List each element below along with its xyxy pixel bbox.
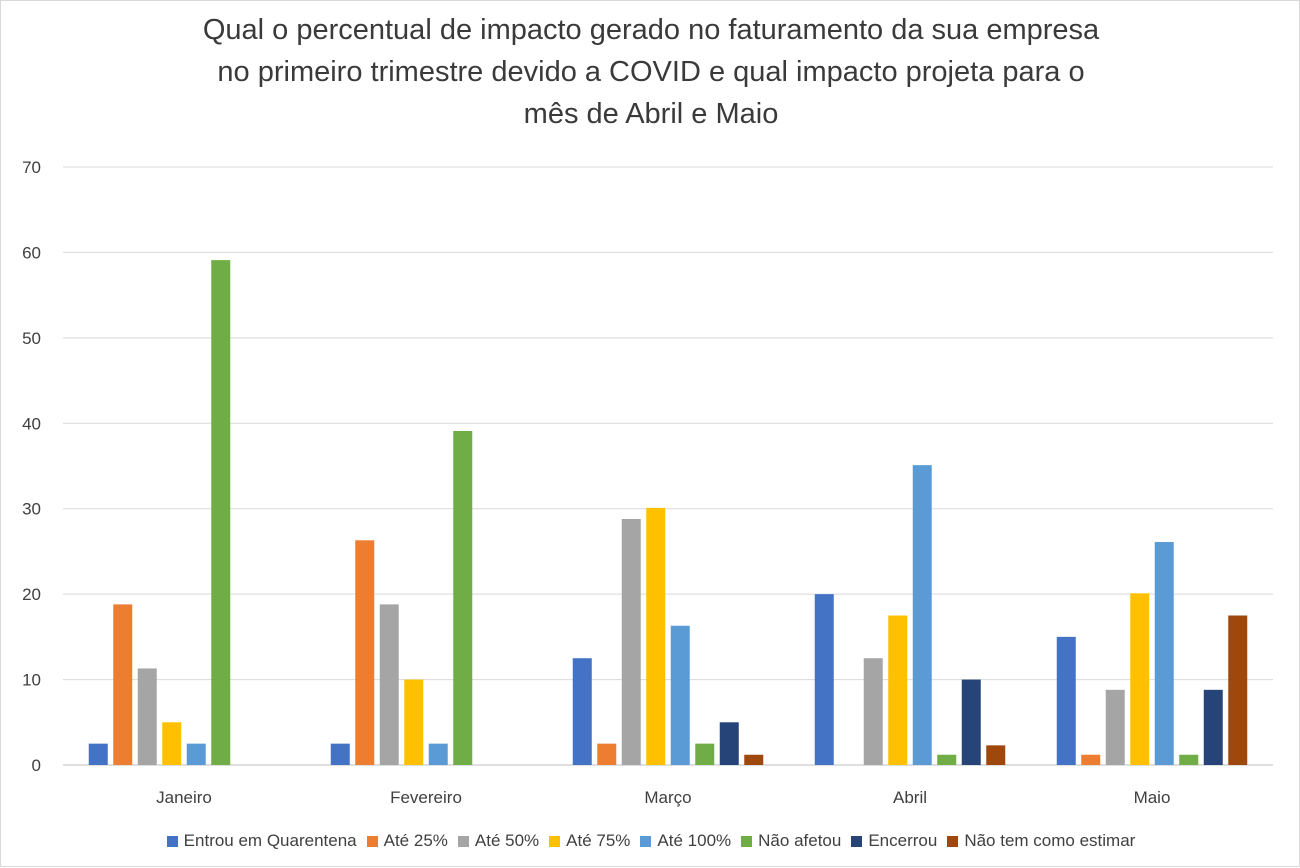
bar-0-0 xyxy=(88,743,108,765)
bar-0-4 xyxy=(186,743,206,765)
legend-item: Até 100% xyxy=(640,831,731,851)
y-tick-label: 70 xyxy=(22,158,41,177)
bar-4-0 xyxy=(1056,636,1076,765)
bar-1-0 xyxy=(330,743,350,765)
y-tick-label: 20 xyxy=(22,585,41,604)
bar-3-3 xyxy=(888,615,908,765)
bar-4-2 xyxy=(1105,689,1125,765)
bar-2-4 xyxy=(670,625,690,765)
bar-2-0 xyxy=(572,658,592,765)
x-tick-label: Fevereiro xyxy=(390,788,462,807)
bar-1-4 xyxy=(428,743,448,765)
bar-4-7 xyxy=(1228,615,1248,765)
legend-label: Até 25% xyxy=(383,831,448,850)
bar-4-3 xyxy=(1130,593,1150,765)
legend-label: Até 75% xyxy=(566,831,631,850)
x-tick-label: Março xyxy=(644,788,691,807)
y-tick-label: 10 xyxy=(22,671,41,690)
chart-title: Qual o percentual de impacto gerado no f… xyxy=(101,9,1201,135)
legend-item: Não afetou xyxy=(741,831,841,851)
bar-2-3 xyxy=(646,507,666,765)
bar-1-5 xyxy=(453,430,473,765)
chart-legend: Entrou em Quarentena Até 25% Até 50% Até 75… xyxy=(1,831,1300,851)
legend-item: Até 50% xyxy=(457,831,540,851)
legend-item: Entrou em Quarentena xyxy=(166,831,357,851)
bar-0-1 xyxy=(113,604,133,765)
bar-2-7 xyxy=(744,754,764,765)
bar-1-1 xyxy=(355,540,375,765)
chart-title-line: no primeiro trimestre devido a COVID e q… xyxy=(217,56,1085,88)
y-tick-label: 30 xyxy=(22,500,41,519)
bar-3-7 xyxy=(986,745,1006,765)
bar-3-6 xyxy=(961,679,981,765)
y-tick-label: 50 xyxy=(22,329,41,348)
y-tick-label: 60 xyxy=(22,243,41,262)
chart-title-line: mês de Abril e Maio xyxy=(523,98,779,130)
bar-4-4 xyxy=(1154,542,1174,765)
legend-label: Não afetou xyxy=(758,831,842,850)
bar-0-5 xyxy=(211,260,231,765)
legend-label: Entrou em Quarentena xyxy=(183,831,357,850)
bar-4-5 xyxy=(1179,754,1199,765)
bar-2-6 xyxy=(719,722,739,765)
bar-1-3 xyxy=(404,679,424,765)
bar-0-2 xyxy=(137,668,157,765)
y-tick-label: 0 xyxy=(32,756,41,775)
x-tick-label: Janeiro xyxy=(156,788,212,807)
legend-item: Encerrou xyxy=(851,831,937,851)
legend-item: Não tem como estimar xyxy=(947,831,1135,851)
legend-label: Até 100% xyxy=(657,831,732,850)
bar-3-0 xyxy=(814,594,834,765)
bar-4-1 xyxy=(1081,754,1101,765)
legend-swatch xyxy=(549,835,561,847)
bar-3-5 xyxy=(937,754,957,765)
legend-swatch xyxy=(947,835,959,847)
bar-2-5 xyxy=(695,743,715,765)
legend-label: Não tem como estimar xyxy=(964,831,1136,850)
legend-item: Até 75% xyxy=(549,831,630,851)
x-tick-label: Maio xyxy=(1134,788,1171,807)
legend-swatch xyxy=(457,835,469,847)
legend-swatch xyxy=(851,835,863,847)
legend-swatch xyxy=(166,835,178,847)
bar-4-6 xyxy=(1203,689,1223,765)
legend-item: Até 25% xyxy=(366,831,448,851)
bar-3-2 xyxy=(863,658,883,765)
legend-label: Encerrou xyxy=(868,831,938,850)
bar-1-2 xyxy=(379,604,399,765)
chart-title-line: Qual o percentual de impacto gerado no f… xyxy=(202,14,1100,46)
y-tick-label: 40 xyxy=(22,414,41,433)
bar-2-2 xyxy=(621,518,641,765)
bar-2-1 xyxy=(597,743,617,765)
legend-swatch xyxy=(366,835,378,847)
legend-swatch xyxy=(640,835,652,847)
legend-swatch xyxy=(741,835,753,847)
bar-3-4 xyxy=(912,465,932,765)
bar-0-3 xyxy=(162,722,182,765)
legend-label: Até 50% xyxy=(474,831,540,850)
x-tick-label: Abril xyxy=(893,788,927,807)
